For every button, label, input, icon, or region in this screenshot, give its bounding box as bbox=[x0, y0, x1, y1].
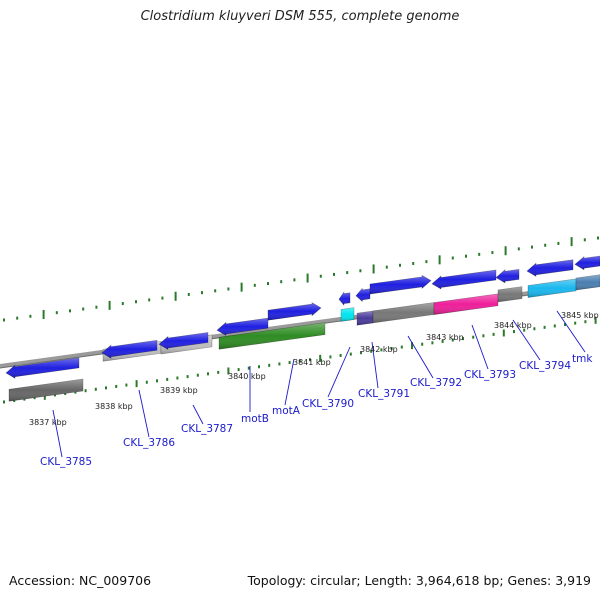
cds-arrow-3-shade bbox=[159, 332, 208, 350]
cds-arrow-5[interactable] bbox=[267, 302, 322, 321]
leader-ckl_3786 bbox=[138, 389, 150, 438]
gene-label-motb[interactable]: motB bbox=[241, 413, 269, 425]
gene-bar-ckl_3792[interactable] bbox=[372, 302, 435, 324]
gene-label-ckl_3790[interactable]: CKL_3790 bbox=[302, 398, 354, 410]
leader-tmk bbox=[556, 310, 586, 353]
leader-ckl_3794 bbox=[512, 319, 541, 361]
kbp-label: 3845 kbp bbox=[561, 311, 599, 320]
gene-bar-ckl_3793[interactable] bbox=[433, 293, 499, 315]
leader-mota bbox=[284, 358, 295, 406]
kbp-label: 3838 kbp bbox=[95, 402, 133, 411]
gene-bar-ckl_3785[interactable] bbox=[8, 378, 84, 402]
leader-ckl_3790 bbox=[327, 346, 351, 398]
cds-arrow-11-shade bbox=[527, 259, 573, 277]
kbp-label: 3839 kbp bbox=[160, 386, 198, 395]
gene-bar-ckl_3785-shade bbox=[9, 379, 83, 402]
kbp-label: 3840 kbp bbox=[228, 372, 266, 381]
topology-summary: Topology: circular; Length: 3,964,618 bp… bbox=[247, 573, 591, 588]
label-leaders bbox=[52, 310, 586, 458]
upper-tick-row bbox=[3, 236, 599, 322]
kbp-label: 3841 kbp bbox=[293, 358, 331, 367]
gene-label-ckl_3791[interactable]: CKL_3791 bbox=[358, 388, 410, 400]
cds-arrow-7[interactable] bbox=[355, 287, 371, 303]
cds-arrow-12-shade bbox=[575, 256, 600, 270]
gene-label-ckl_3787[interactable]: CKL_3787 bbox=[181, 423, 233, 435]
gene-bar-ckl_3794-shade bbox=[498, 286, 522, 302]
cds-arrow-2-shade bbox=[102, 340, 157, 359]
cds-arrow-8[interactable] bbox=[369, 274, 432, 295]
cds-arrow-12[interactable] bbox=[574, 255, 600, 271]
lower-tick-row bbox=[3, 316, 597, 404]
cds-arrow-5-shade bbox=[268, 302, 321, 321]
gene-bar-next[interactable] bbox=[575, 274, 600, 291]
cds-arrow-1-shade bbox=[6, 357, 79, 379]
kbp-label: 3843 kbp bbox=[426, 333, 464, 342]
map-title: Clostridium kluyveri DSM 555, complete g… bbox=[140, 9, 460, 24]
gene-bar-next-shade bbox=[576, 274, 600, 290]
leader-ckl_3791 bbox=[371, 341, 379, 389]
gene-label-mota[interactable]: motA bbox=[272, 405, 301, 417]
tick-marks bbox=[3, 236, 599, 404]
cds-arrow-11[interactable] bbox=[526, 259, 574, 277]
gene-label-ckl_3792[interactable]: CKL_3792 bbox=[410, 377, 462, 389]
cds-arrow-6-shade bbox=[339, 292, 350, 306]
gene-track[interactable] bbox=[8, 274, 600, 402]
gene-bar-tmk[interactable] bbox=[527, 278, 577, 298]
cds-track[interactable] bbox=[5, 255, 600, 379]
leader-ckl_3785 bbox=[52, 409, 63, 458]
leader-ckl_3792 bbox=[407, 335, 434, 379]
gene-bar-ckl_3792-shade bbox=[373, 302, 434, 323]
cds-arrow-2[interactable] bbox=[101, 339, 158, 359]
kbp-labels: 3837 kbp 3838 kbp 3839 kbp 3840 kbp 3841 kbp… bbox=[29, 311, 599, 427]
cds-arrow-7-shade bbox=[356, 288, 370, 302]
kbp-label: 3842 kbp bbox=[360, 345, 398, 354]
gene-bar-ckl_3791[interactable] bbox=[356, 310, 374, 326]
gene-label-tmk[interactable]: tmk bbox=[572, 353, 593, 365]
kbp-label: 3844 kbp bbox=[494, 321, 532, 330]
gene-bar-ckl_3793-shade bbox=[434, 293, 498, 315]
cds-arrow-6[interactable] bbox=[338, 291, 351, 306]
gene-bar-ckl_3791-shade bbox=[357, 311, 373, 326]
gene-label-ckl_3794[interactable]: CKL_3794 bbox=[519, 360, 571, 372]
gene-label-ckl_3793[interactable]: CKL_3793 bbox=[464, 369, 516, 381]
kbp-label: 3837 kbp bbox=[29, 418, 67, 427]
gene-label-ckl_3786[interactable]: CKL_3786 bbox=[123, 437, 175, 449]
cds-arrow-4-shade bbox=[217, 318, 268, 336]
cds-arrow-4[interactable] bbox=[216, 317, 269, 336]
gene-bar-motb-shade bbox=[219, 322, 325, 350]
cds-arrow-9-shade bbox=[432, 270, 496, 289]
accession-text: Accession: NC_009706 bbox=[9, 573, 152, 588]
gene-bar-ckl_3790-shade bbox=[341, 307, 354, 322]
gene-bar-ckl_3790[interactable] bbox=[340, 307, 355, 322]
cds-arrow-1[interactable] bbox=[5, 357, 80, 379]
cds-arrow-10[interactable] bbox=[495, 269, 520, 284]
cds-arrow-10-shade bbox=[496, 269, 519, 283]
gene-labels[interactable]: CKL_3785 CKL_3786 CKL_3787 motBmotACKL_3790… bbox=[40, 353, 593, 468]
gene-label-ckl_3785[interactable]: CKL_3785 bbox=[40, 456, 92, 468]
cds-arrow-8-shade bbox=[370, 275, 431, 294]
cds-arrow-9[interactable] bbox=[431, 269, 497, 290]
gene-bar-motb[interactable] bbox=[218, 322, 326, 350]
cds-arrow-3[interactable] bbox=[158, 332, 209, 351]
leader-ckl_3793 bbox=[471, 324, 489, 370]
gene-bar-tmk-shade bbox=[528, 278, 576, 298]
gene-bar-ckl_3794[interactable] bbox=[497, 286, 523, 303]
leader-ckl_3787 bbox=[192, 404, 204, 425]
